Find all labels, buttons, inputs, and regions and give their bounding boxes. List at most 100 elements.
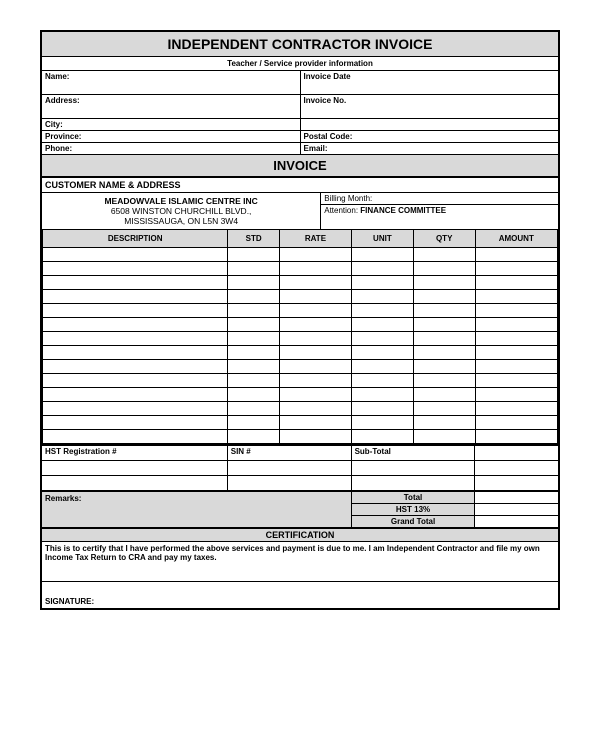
- customer-name: MEADOWVALE ISLAMIC CENTRE INC: [45, 196, 317, 206]
- table-cell: [351, 318, 413, 332]
- col-description: DESCRIPTION: [43, 230, 228, 248]
- table-row: [43, 416, 558, 430]
- signature-label: SIGNATURE:: [45, 597, 94, 606]
- table-cell: [351, 290, 413, 304]
- customer-addr2: MISSISSAUGA, ON L5N 3W4: [45, 216, 317, 226]
- table-cell: [413, 304, 475, 318]
- attention-value-text: FINANCE COMMITTEE: [360, 206, 446, 215]
- table-row: [43, 304, 558, 318]
- blank-cell: [301, 119, 559, 130]
- invoice-band: INVOICE: [42, 155, 558, 178]
- table-row: [43, 360, 558, 374]
- items-table: DESCRIPTION STD RATE UNIT QTY AMOUNT: [42, 229, 558, 444]
- table-cell: [228, 304, 280, 318]
- table-cell: [43, 290, 228, 304]
- attention-row: Attention: FINANCE COMMITTEE: [321, 205, 558, 229]
- table-row: [43, 346, 558, 360]
- customer-header: CUSTOMER NAME & ADDRESS: [42, 178, 558, 193]
- table-cell: [228, 360, 280, 374]
- table-cell: [475, 374, 557, 388]
- table-cell: [228, 430, 280, 444]
- invoice-no-label: Invoice No.: [301, 95, 559, 118]
- table-cell: [43, 402, 228, 416]
- table-cell: [475, 360, 557, 374]
- customer-right: Billing Month: Attention: FINANCE COMMIT…: [321, 193, 558, 229]
- subtitle: Teacher / Service provider information: [42, 57, 558, 71]
- table-cell: [351, 374, 413, 388]
- main-title: INDEPENDENT CONTRACTOR INVOICE: [42, 32, 558, 57]
- city-label: City:: [42, 119, 301, 130]
- table-cell: [43, 416, 228, 430]
- hst-row: HST Registration # SIN # Sub-Total: [42, 446, 558, 460]
- total-row: Total: [352, 492, 558, 504]
- invoice-form: INDEPENDENT CONTRACTOR INVOICE Teacher /…: [40, 30, 560, 610]
- table-cell: [413, 332, 475, 346]
- table-cell: [43, 304, 228, 318]
- col-unit: UNIT: [351, 230, 413, 248]
- table-cell: [279, 290, 351, 304]
- table-cell: [43, 332, 228, 346]
- cert-body: This is to certify that I have performed…: [42, 542, 558, 582]
- table-cell: [413, 276, 475, 290]
- hst-total-label: HST 13%: [352, 504, 476, 515]
- table-cell: [228, 416, 280, 430]
- table-row: [43, 402, 558, 416]
- table-cell: [413, 388, 475, 402]
- grand-total-value: [475, 516, 558, 527]
- table-cell: [475, 318, 557, 332]
- total-value: [475, 492, 558, 503]
- table-cell: [228, 388, 280, 402]
- totals-block: Total HST 13% Grand Total: [352, 492, 558, 527]
- items-header-row: DESCRIPTION STD RATE UNIT QTY AMOUNT: [43, 230, 558, 248]
- col-qty: QTY: [413, 230, 475, 248]
- table-cell: [475, 290, 557, 304]
- table-cell: [413, 346, 475, 360]
- table-cell: [279, 402, 351, 416]
- table-cell: [279, 248, 351, 262]
- invoice-date-label: Invoice Date: [301, 71, 559, 94]
- table-cell: [228, 290, 280, 304]
- gap-row-1: [42, 460, 558, 475]
- table-cell: [351, 332, 413, 346]
- customer-address-block: MEADOWVALE ISLAMIC CENTRE INC 6508 WINST…: [42, 193, 321, 229]
- gap-row-2: [42, 475, 558, 490]
- table-cell: [475, 346, 557, 360]
- province-label: Province:: [42, 131, 301, 142]
- table-cell: [43, 374, 228, 388]
- table-cell: [351, 402, 413, 416]
- table-cell: [279, 262, 351, 276]
- table-cell: [228, 276, 280, 290]
- signature-row: SIGNATURE:: [42, 582, 558, 608]
- total-label: Total: [352, 492, 476, 503]
- grand-total-label: Grand Total: [352, 516, 476, 527]
- row-city: City:: [42, 119, 558, 131]
- table-cell: [351, 276, 413, 290]
- table-cell: [279, 430, 351, 444]
- table-cell: [351, 388, 413, 402]
- table-cell: [413, 318, 475, 332]
- col-rate: RATE: [279, 230, 351, 248]
- table-cell: [228, 374, 280, 388]
- table-cell: [351, 430, 413, 444]
- table-cell: [228, 332, 280, 346]
- row-name: Name: Invoice Date: [42, 71, 558, 95]
- table-row: [43, 248, 558, 262]
- table-cell: [475, 332, 557, 346]
- name-label: Name:: [42, 71, 301, 94]
- table-row: [43, 290, 558, 304]
- hst-total-value: [475, 504, 558, 515]
- table-cell: [413, 402, 475, 416]
- table-cell: [475, 430, 557, 444]
- table-cell: [351, 360, 413, 374]
- table-cell: [43, 430, 228, 444]
- hst-reg-label: HST Registration #: [42, 446, 228, 460]
- email-label: Email:: [301, 143, 559, 154]
- customer-row: MEADOWVALE ISLAMIC CENTRE INC 6508 WINST…: [42, 193, 558, 229]
- cert-title: CERTIFICATION: [42, 527, 558, 542]
- below-items: HST Registration # SIN # Sub-Total: [42, 444, 558, 490]
- table-cell: [279, 304, 351, 318]
- phone-label: Phone:: [42, 143, 301, 154]
- table-cell: [228, 248, 280, 262]
- table-cell: [351, 346, 413, 360]
- subtotal-value: [475, 446, 558, 460]
